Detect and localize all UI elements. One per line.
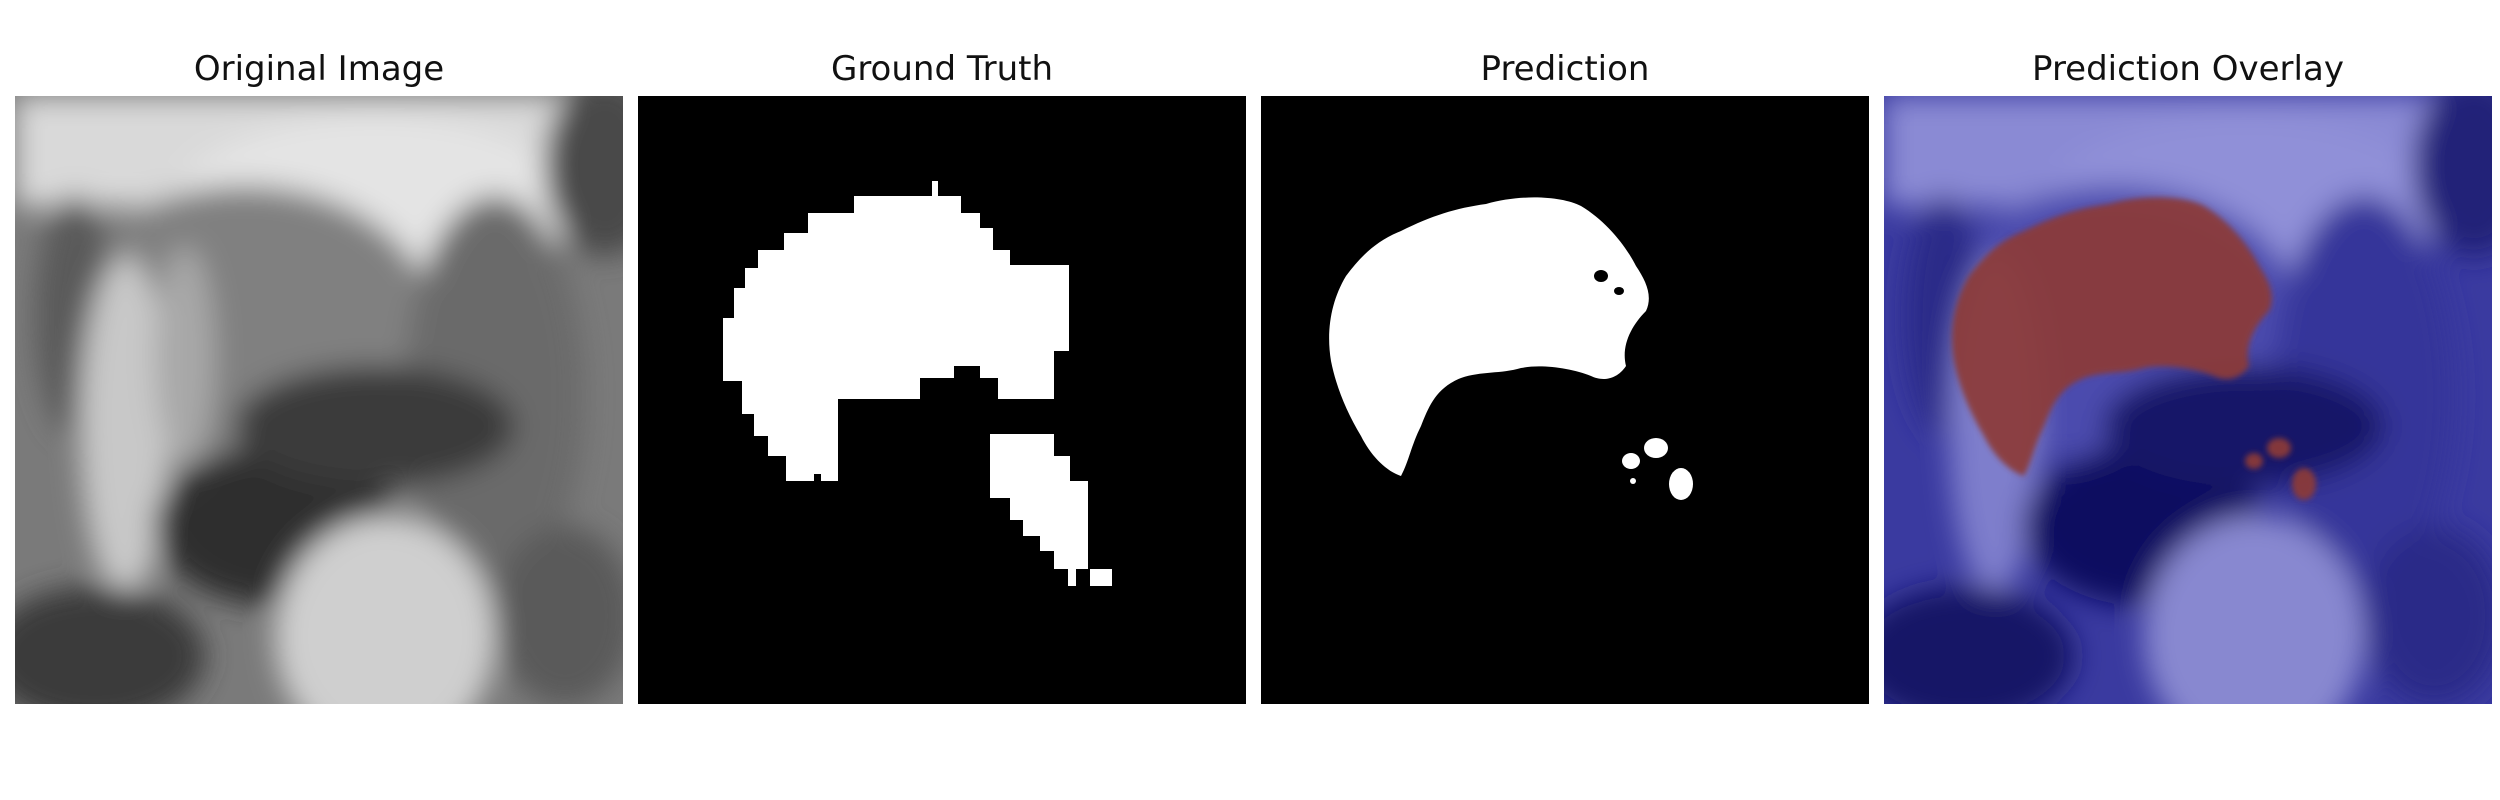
panel-title-prediction-overlay: Prediction Overlay (2032, 49, 2344, 89)
original-image (15, 96, 623, 704)
panel-prediction: Prediction (1261, 0, 1869, 800)
prediction-region-main (1329, 197, 1649, 477)
panel-original-image: Original Image (15, 0, 623, 800)
prediction-mask (1261, 96, 1869, 704)
ground-truth-region-main (723, 181, 1069, 481)
prediction-blob-4 (1630, 478, 1636, 484)
prediction-hole-2 (1614, 287, 1624, 295)
ground-truth-region-lower (990, 434, 1088, 586)
prediction-blob-1 (1644, 438, 1668, 458)
prediction-overlay-image (1884, 96, 2492, 704)
panel-prediction-overlay: Prediction Overlay (1884, 0, 2492, 800)
prediction-hole-1 (1594, 270, 1608, 282)
panel-title-prediction: Prediction (1480, 49, 1650, 89)
panel-title-ground-truth: Ground Truth (830, 49, 1054, 89)
prediction-hole-3 (1633, 333, 1639, 339)
prediction-blob-3 (1669, 468, 1693, 500)
ground-truth-mask (638, 96, 1246, 704)
prediction-blob-2 (1622, 453, 1640, 469)
overlay-prediction-region-main (1952, 197, 2272, 477)
ground-truth-region-dot (1090, 569, 1112, 586)
panel-title-original-image: Original Image (193, 49, 445, 89)
panel-ground-truth: Ground Truth (638, 0, 1246, 800)
